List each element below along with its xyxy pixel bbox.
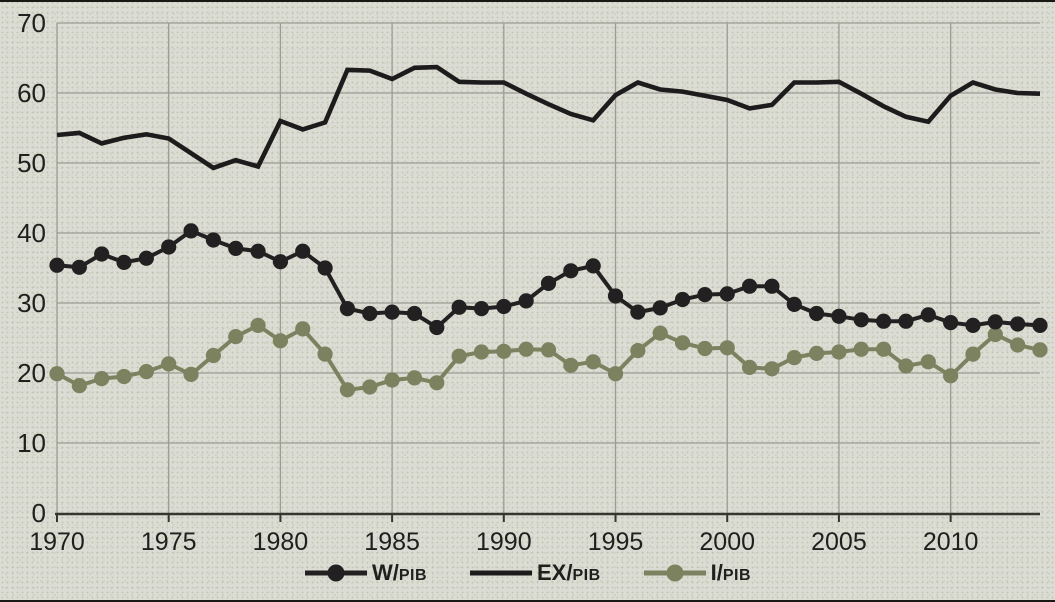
x-axis-label-1995: 1995 <box>587 528 644 556</box>
x-axis-label-1990: 1990 <box>476 528 532 556</box>
legend-label-w-sub: PIB <box>398 567 427 584</box>
legend-label-ex-sub: PIB <box>572 567 601 584</box>
legend-label-ex-pib: EX/PIB <box>537 560 601 586</box>
y-axis-label-50: 50 <box>17 148 46 178</box>
x-axis-label-1970: 1970 <box>29 528 85 556</box>
gridlines <box>56 22 1040 513</box>
x-axis-label-2000: 2000 <box>699 528 756 556</box>
w-pib-legend-marker-icon <box>304 564 367 582</box>
y-axis-label-0: 0 <box>31 498 46 528</box>
series-ex-pib <box>56 64 1041 171</box>
y-axis-label-70: 70 <box>17 8 46 38</box>
x-axis-label-1975: 1975 <box>140 528 197 556</box>
x-axis <box>55 512 1040 522</box>
legend-label-i-sub: PIB <box>722 567 752 584</box>
y-axis-label-30: 30 <box>17 288 46 318</box>
x-axis-label-1980: 1980 <box>252 528 309 556</box>
legend-label-ex-main: EX/ <box>537 560 573 585</box>
legend-label-i-pib: I/PIB <box>711 560 751 586</box>
series-w-pib <box>49 223 1048 336</box>
figure-border-top <box>0 0 1055 2</box>
series-i-pib <box>49 317 1048 398</box>
figure-border-bottom <box>0 600 1055 602</box>
legend: W/PIB EX/PIB I/PIB <box>0 560 1055 586</box>
y-axis-label-40: 40 <box>17 218 46 248</box>
x-axis-label-2005: 2005 <box>811 528 867 556</box>
legend-item-ex-pib: EX/PIB <box>469 560 601 586</box>
i-pib-legend-marker-icon <box>643 564 706 582</box>
ex-pib-legend-marker-icon <box>470 570 532 576</box>
legend-label-w-pib: W/PIB <box>372 560 427 586</box>
x-axis-label-1985: 1985 <box>364 528 420 556</box>
legend-label-i-main: I/ <box>710 560 723 585</box>
y-axis-label-20: 20 <box>17 358 46 388</box>
x-axis-label-2010: 2010 <box>922 528 979 556</box>
y-axis-label-60: 60 <box>17 78 46 108</box>
y-axis-label-10: 10 <box>17 428 46 458</box>
legend-item-i-pib: I/PIB <box>643 560 751 586</box>
legend-item-w-pib: W/PIB <box>304 560 427 586</box>
legend-label-w-main: W/ <box>371 560 399 585</box>
